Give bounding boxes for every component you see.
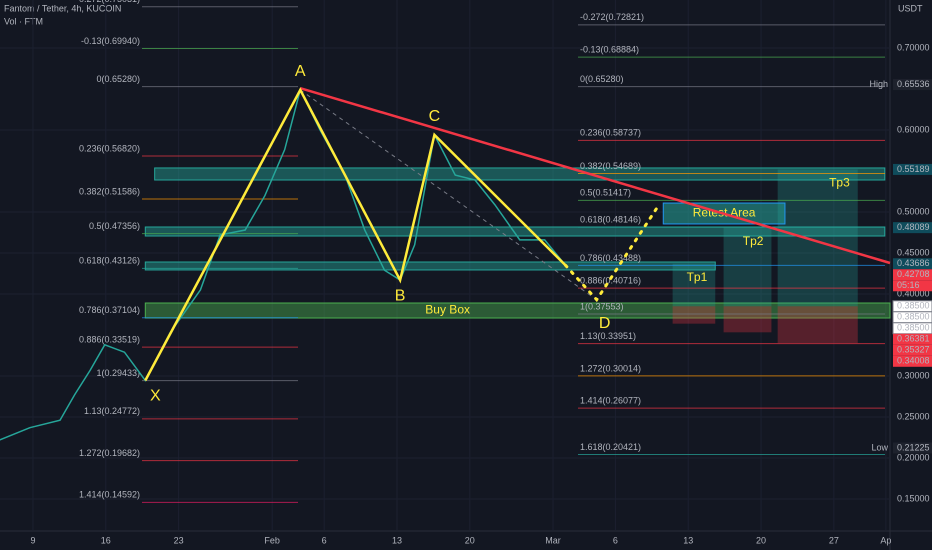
price-tag bbox=[893, 442, 932, 454]
price-tag bbox=[893, 79, 932, 91]
fib-label: 1(0.29433) bbox=[96, 368, 140, 378]
target-profit bbox=[723, 227, 772, 307]
fib-label: 0.886(0.40716) bbox=[580, 275, 641, 285]
fib-label: 0.5(0.47356) bbox=[89, 221, 140, 231]
x-tick-label: 13 bbox=[392, 535, 402, 545]
fib-label: 1(0.37553) bbox=[580, 301, 624, 311]
fib-label: 1.272(0.19682) bbox=[79, 448, 140, 458]
pattern bbox=[144, 87, 567, 382]
fib-label: 0(0.65280) bbox=[96, 74, 140, 84]
y-tick-label: 0.40000 bbox=[897, 288, 930, 298]
fib-label: 0.786(0.43488) bbox=[580, 253, 641, 263]
target-stop bbox=[672, 306, 716, 324]
price-tag bbox=[893, 258, 932, 270]
x-tick-label: Feb bbox=[264, 535, 280, 545]
countdown-bg bbox=[893, 280, 932, 292]
price-tag bbox=[893, 355, 932, 367]
chart-subtitle: Vol · FTM bbox=[4, 16, 43, 26]
fib-label: 0.786(0.37104) bbox=[79, 305, 140, 315]
price-tag-label: 0.65536 bbox=[897, 79, 930, 89]
x-tick-label: Mar bbox=[545, 535, 561, 545]
target-stop bbox=[777, 306, 858, 344]
fib-label: 1.414(0.26077) bbox=[580, 396, 641, 406]
price-tag-label: 0.43686 bbox=[897, 258, 930, 268]
fib-label: 1.13(0.33951) bbox=[580, 331, 636, 341]
target-stop bbox=[723, 306, 772, 333]
x-tick-label: 23 bbox=[174, 535, 184, 545]
fib-label: 0.236(0.56820) bbox=[79, 143, 140, 153]
price-tag-label: 0.48089 bbox=[897, 222, 930, 232]
price-tag bbox=[893, 163, 932, 175]
pattern-label: C bbox=[429, 108, 441, 125]
price-line bbox=[0, 87, 567, 441]
pattern-label: X bbox=[150, 388, 161, 405]
price-tag bbox=[893, 333, 932, 345]
price-tag-label: 0.55189 bbox=[897, 164, 930, 174]
y-tick-label: 0.60000 bbox=[897, 124, 930, 134]
chart-title: Fantom / Tether, 4h, KUCOIN bbox=[4, 3, 121, 13]
fib-label: 0.618(0.48146) bbox=[580, 215, 641, 225]
target-profit bbox=[672, 263, 716, 307]
y-tick-label: 0.25000 bbox=[897, 411, 930, 421]
fib-label: 0.618(0.43126) bbox=[79, 256, 140, 266]
fib-label: 1.414(0.14592) bbox=[79, 490, 140, 500]
target-profit bbox=[777, 169, 858, 307]
price-tag bbox=[893, 269, 932, 281]
x-tick-label: 6 bbox=[613, 535, 618, 545]
fib-label: -0.272(0.72821) bbox=[580, 12, 644, 22]
pattern-label: B bbox=[395, 287, 406, 304]
fib-label: 0.236(0.58737) bbox=[580, 128, 641, 138]
x-tick-label: 9 bbox=[30, 535, 35, 545]
x-tick-label: 13 bbox=[683, 535, 693, 545]
fib-label: 1.272(0.30014) bbox=[580, 363, 641, 373]
zone-band bbox=[144, 226, 886, 237]
projection bbox=[563, 203, 661, 303]
zone-band bbox=[144, 261, 716, 271]
y-tick-label: 0.20000 bbox=[897, 452, 930, 462]
x-tick-label: 20 bbox=[756, 535, 766, 545]
x-tick-label: 16 bbox=[101, 535, 111, 545]
fib-label: 1.618(0.20421) bbox=[580, 442, 641, 452]
price-tag-label: 0.21225 bbox=[897, 442, 930, 452]
x-tick-label: 27 bbox=[829, 535, 839, 545]
price-tag-name: Low bbox=[871, 442, 888, 452]
pattern-label: D bbox=[599, 315, 611, 332]
price-tag-label: 0.42708 bbox=[897, 269, 930, 279]
y-tick-label: 0.45000 bbox=[897, 247, 930, 257]
countdown: 05:16 bbox=[897, 280, 920, 290]
price-tag-label: 0.34008 bbox=[897, 356, 930, 366]
fib-label: 0.886(0.33519) bbox=[79, 335, 140, 345]
fib-label: 0(0.65280) bbox=[580, 74, 624, 84]
y-tick-label: 0.30000 bbox=[897, 370, 930, 380]
trendline bbox=[299, 86, 891, 265]
price-tag-label: 0.38500 bbox=[897, 323, 930, 333]
pattern-label: A bbox=[295, 63, 306, 80]
x-tick-label: 20 bbox=[465, 535, 475, 545]
target-label: Tp3 bbox=[829, 176, 850, 190]
price-tag-name: High bbox=[869, 79, 888, 89]
y-tick-label: 0.15000 bbox=[897, 493, 930, 503]
price-tag bbox=[893, 344, 932, 356]
price-tag bbox=[893, 222, 932, 234]
fib-label: 0.5(0.51417) bbox=[580, 188, 631, 198]
price-tag-label: 0.38500 bbox=[897, 312, 930, 322]
x-tick-label: 6 bbox=[322, 535, 327, 545]
fib-label: 0.382(0.54689) bbox=[580, 161, 641, 171]
target-label: Tp1 bbox=[687, 270, 708, 284]
currency: USDT bbox=[898, 3, 923, 13]
price-tag-label: 0.36381 bbox=[897, 334, 930, 344]
price-tag-label: 0.38500 bbox=[897, 301, 930, 311]
buy-box-label: Buy Box bbox=[425, 303, 470, 317]
fib-label: 1.13(0.24772) bbox=[84, 406, 140, 416]
fib-label: -0.13(0.69940) bbox=[81, 36, 140, 46]
y-tick-label: 0.50000 bbox=[897, 206, 930, 216]
target-label: Tp2 bbox=[743, 234, 764, 248]
fib-label: -0.13(0.68884) bbox=[580, 44, 639, 54]
x-tick-label: Ap bbox=[880, 535, 891, 545]
y-tick-label: 0.70000 bbox=[897, 42, 930, 52]
fib-label: -0.272(0.75031) bbox=[76, 0, 140, 4]
fib-label: 0.382(0.51586) bbox=[79, 186, 140, 196]
price-tag-label: 0.35327 bbox=[897, 345, 930, 355]
